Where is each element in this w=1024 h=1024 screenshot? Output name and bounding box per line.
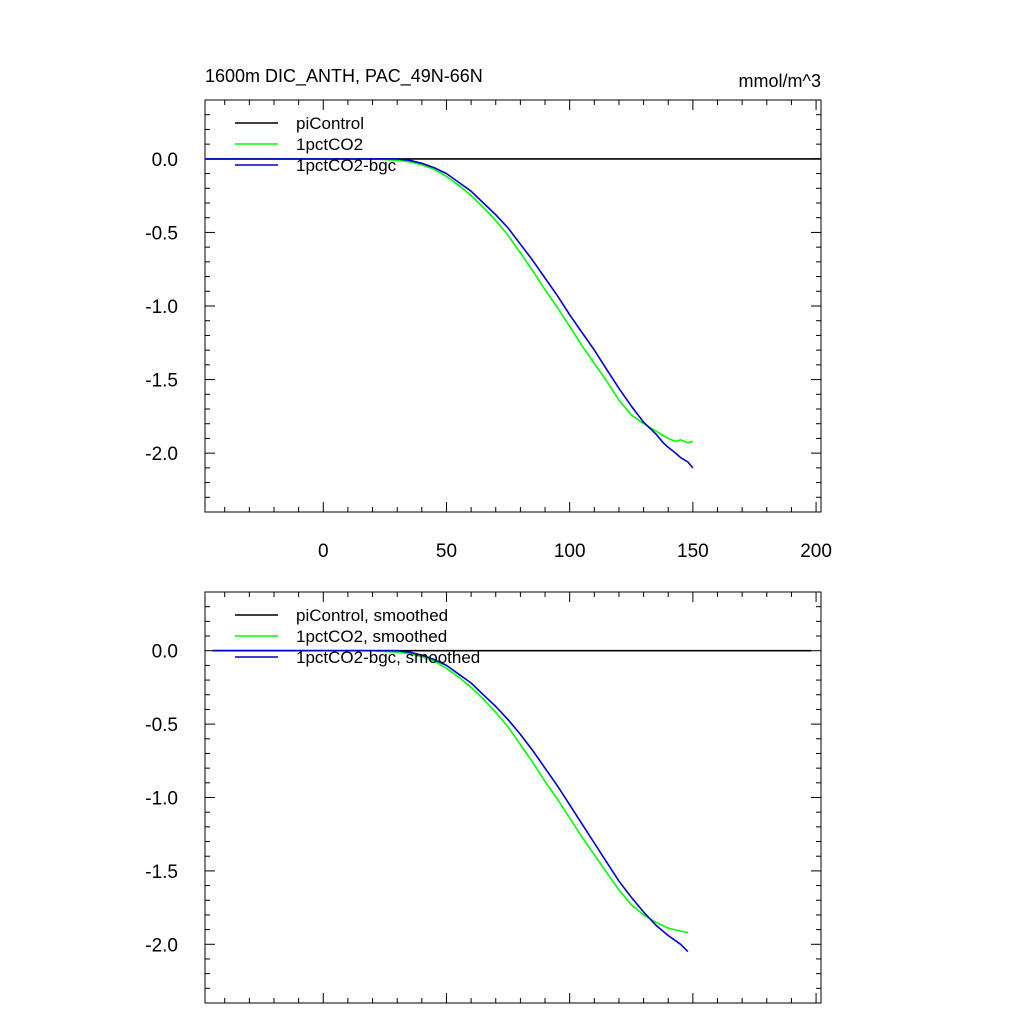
- bottom-panel: 0.0 -0.5 -1.0 -1.5 -2.0 piControl, smoothed 1p…: [145, 591, 822, 1004]
- y-tick-label: -0.5: [145, 223, 178, 244]
- legend-label: 1pctCO2-bgc: [296, 156, 397, 175]
- legend-label: 1pctCO2: [296, 135, 363, 154]
- y-tick-label: -1.0: [145, 297, 178, 318]
- legend-label: 1pctCO2-bgc, smoothed: [296, 648, 480, 667]
- series-line-2: [205, 158, 694, 444]
- legend-label: piControl: [296, 114, 364, 133]
- legend-label: piControl, smoothed: [296, 606, 448, 625]
- x-tick-label: 150: [677, 541, 709, 562]
- x-tick-label: 50: [436, 541, 457, 562]
- legend-label: 1pctCO2, smoothed: [296, 627, 447, 646]
- y-tick-label: -2.0: [145, 935, 178, 956]
- chart-title: 1600m DIC_ANTH, PAC_49N-66N: [205, 66, 483, 87]
- y-tick-label: -1.5: [145, 371, 178, 392]
- series-line-3: [205, 158, 694, 469]
- y-tick-label: 0.0: [152, 642, 178, 663]
- y-tick-label: -1.0: [145, 789, 178, 810]
- x-tick-label: 200: [800, 541, 832, 562]
- y-tick-label: -0.5: [145, 715, 178, 736]
- top-panel: 0.0 -0.5 -1.0 -1.5 -2.0 0 50 100 150 200 1600m DIC…: [145, 66, 832, 562]
- units-label: mmol/m^3: [739, 71, 821, 91]
- series-line-3: [212, 649, 689, 953]
- series-line-2: [212, 649, 689, 934]
- y-tick-label: -1.5: [145, 862, 178, 883]
- y-tick-label: 0.0: [152, 150, 178, 171]
- x-tick-label: 100: [554, 541, 586, 562]
- x-tick-label: 0: [318, 541, 329, 562]
- y-tick-label: -2.0: [145, 444, 178, 465]
